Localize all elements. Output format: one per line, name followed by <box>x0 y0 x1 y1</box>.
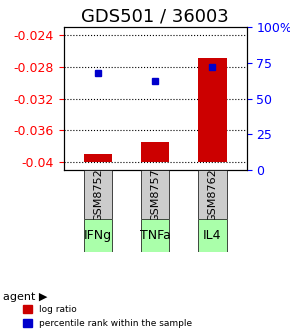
Text: IFNg: IFNg <box>84 229 112 242</box>
Text: GSM8752: GSM8752 <box>93 168 103 221</box>
Bar <box>84 154 112 162</box>
FancyBboxPatch shape <box>198 170 226 219</box>
Bar <box>141 142 169 162</box>
Bar <box>198 58 226 162</box>
Text: GSM8757: GSM8757 <box>150 168 160 221</box>
Title: GDS501 / 36003: GDS501 / 36003 <box>81 7 229 25</box>
FancyBboxPatch shape <box>141 170 169 219</box>
Text: TNFa: TNFa <box>140 229 171 242</box>
Text: IL4: IL4 <box>203 229 222 242</box>
FancyBboxPatch shape <box>84 170 112 219</box>
Text: agent ▶: agent ▶ <box>3 292 47 302</box>
FancyBboxPatch shape <box>141 219 169 252</box>
FancyBboxPatch shape <box>84 219 112 252</box>
FancyBboxPatch shape <box>198 219 226 252</box>
Legend: log ratio, percentile rank within the sample: log ratio, percentile rank within the sa… <box>19 301 196 332</box>
Text: GSM8762: GSM8762 <box>207 168 217 221</box>
